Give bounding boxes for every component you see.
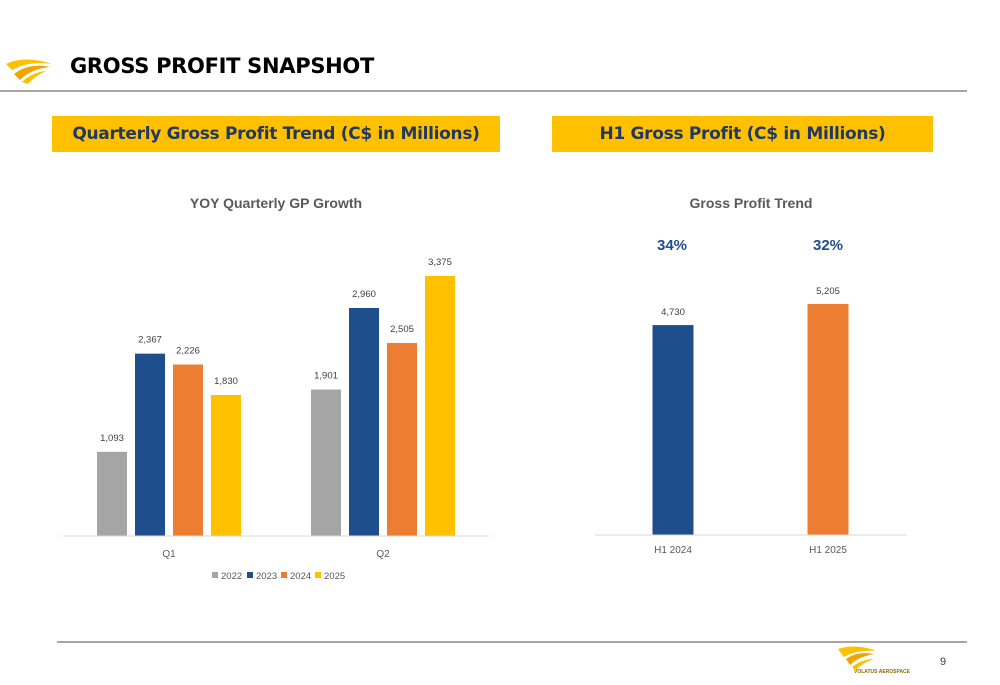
legend-swatch [315,572,321,578]
bar-2022-q2 [311,389,341,536]
header-divider [0,90,967,92]
chart-legend: 2022 2023 2024 2025 [212,571,345,582]
footer-divider [57,641,967,643]
legend-item: 2022 [212,571,242,582]
x-tick-label: Q1 [162,549,176,560]
h1-banner: H1 Gross Profit (C$ in Millions) [552,116,933,152]
data-label: 5,205 [816,286,840,297]
data-label: 4,730 [661,307,685,318]
data-label: 2,367 [138,335,162,346]
legend-swatch [281,572,287,578]
h1-bars: 4,730 5,205 [652,286,849,535]
legend-item: 2025 [315,571,345,582]
x-tick-label: Q2 [376,549,390,560]
data-label: 2,960 [352,289,376,300]
h1-chart: Gross Profit Trend 34% 32% 4,730 5,205 H1… [595,195,907,556]
legend-label: 2023 [256,571,277,582]
page-number: 9 [940,656,947,668]
legend-label: 2022 [221,571,242,582]
legend-item: 2024 [281,571,311,582]
margin-label: 34% [657,237,687,254]
x-tick-label: H1 2025 [809,545,847,556]
quarterly-banner: Quarterly Gross Profit Trend (C$ in Mill… [52,116,500,152]
x-tick-label: H1 2024 [654,545,692,556]
quarterly-chart: YOY Quarterly GP Growth 1,0932,3672,2261… [63,195,489,582]
volatus-logo-icon: VOLATUS AEROSPACE [838,646,911,675]
legend-label: 2024 [290,571,311,582]
bar-2023-q2 [349,307,379,536]
data-label: 1,093 [100,433,124,444]
bar-2025-q2 [425,276,455,536]
bar-2023-q1 [135,353,165,536]
quarterly-bars: 1,093 2,367 2,226 1,830 1,901 2,960 2,505 3,375 [97,257,455,536]
data-label: 2,226 [176,346,200,357]
footer-logo-text: VOLATUS AEROSPACE [854,669,911,675]
margin-label: 32% [813,237,843,254]
data-label: 2,505 [390,324,414,335]
legend-item: 2023 [247,571,277,582]
legend-swatch [212,572,218,578]
bar-2024-q2 [387,343,417,536]
bar-2022-q1 [97,451,127,536]
page-title: GROSS PROFIT SNAPSHOT [70,54,375,78]
data-label: 1,830 [214,376,238,387]
data-label: 3,375 [428,257,452,268]
legend-swatch [247,572,253,578]
quarterly-chart-title: YOY Quarterly GP Growth [190,195,362,211]
bar-2025-q1 [211,395,241,536]
h1-chart-title: Gross Profit Trend [690,195,813,211]
bar-h1-2024 [652,325,694,535]
data-label: 1,901 [314,371,338,382]
wing-logo-icon [6,59,52,84]
bar-2024-q1 [173,364,203,536]
bar-h1-2025 [807,304,849,535]
legend-label: 2025 [324,571,345,582]
